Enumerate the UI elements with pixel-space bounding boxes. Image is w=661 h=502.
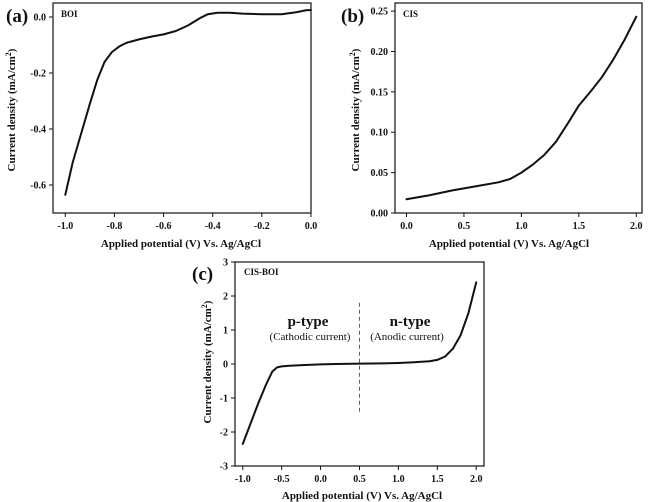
panel-a-plot-frame [52, 2, 312, 214]
panel-a-x-tick-label: 0.0 [305, 221, 318, 232]
panel-c-y-axis-label: Current density (mA/cm2) [200, 300, 214, 423]
panel-a-y-axis-label: Current density (mA/cm2) [4, 48, 18, 171]
panel-b-y-tick-label: 0.25 [371, 7, 389, 18]
panel-c-y-tick-label: 3 [223, 258, 228, 269]
n-type-label: n-type [390, 314, 431, 330]
panel-b-series-line [405, 15, 638, 201]
panel-b-y-tick-label: 0.10 [371, 128, 389, 139]
panel-a-x-tick-label: -0.8 [107, 221, 123, 232]
panel-b-cis: (b) CIS Applied potential (V) Vs. Ag/AgC… [341, 2, 643, 250]
panel-c-y-tick-label: -1 [220, 394, 228, 405]
panel-b-x-axis-label: Applied potential (V) Vs. Ag/AgCl [429, 238, 589, 250]
panel-c-x-tick-label: 2.0 [470, 474, 483, 485]
panel-a-y-tick-label: -0.4 [30, 125, 46, 136]
panel-c-x-tick-label: -0.5 [274, 474, 290, 485]
panel-c-tag: CIS-BOI [244, 267, 279, 277]
panel-a-y-tick-label: -0.2 [30, 69, 46, 80]
panel-a-x-tick-label: -0.4 [205, 221, 221, 232]
panel-a-boi: (a) BOI Applied potential (V) Vs. Ag/AgC… [4, 2, 318, 250]
panel-b-x-tick-label: 0.0 [400, 221, 413, 232]
p-type-label: p-type [288, 314, 329, 330]
panel-a-x-axis-label: Applied potential (V) Vs. Ag/AgCl [101, 238, 261, 250]
panel-b-y-tick-label: 0.05 [371, 168, 389, 179]
panel-a-y-tick-label: -0.6 [30, 181, 46, 192]
panel-a-series-line [64, 9, 312, 196]
panel-b-x-tick-label: 1.5 [573, 221, 586, 232]
panel-c-series-line [241, 281, 478, 445]
panel-a-x-tick-label: -1.0 [57, 221, 73, 232]
panel-c-letter: (c) [192, 264, 213, 285]
panel-b-x-tick-label: 1.0 [515, 221, 528, 232]
panel-c-x-tick-label: 1.0 [392, 474, 405, 485]
anodic-current-label: (Anodic current) [370, 331, 444, 343]
panel-c-y-tick-label: -2 [220, 428, 228, 439]
panel-b-y-tick-label: 0.00 [371, 209, 389, 220]
panel-c-x-tick-label: 1.5 [431, 474, 444, 485]
panel-c-x-tick-label: -1.0 [235, 474, 251, 485]
panel-a-letter: (a) [6, 6, 28, 27]
panel-b-letter: (b) [341, 6, 364, 27]
panel-c-y-tick-label: -3 [220, 462, 228, 473]
panel-c-y-tick-label: 0 [223, 360, 228, 371]
panel-a-x-tick-label: -0.2 [254, 221, 270, 232]
panel-b-plot-frame [394, 2, 643, 214]
panel-b-x-tick-label: 0.5 [458, 221, 471, 232]
panel-c-y-tick-label: 2 [223, 292, 228, 303]
panel-c-x-tick-label: 0.0 [314, 474, 327, 485]
panel-a-y-tick-label: 0.0 [34, 13, 47, 24]
panel-c-cis-boi: (c) CIS-BOI Applied potential (V) Vs. Ag… [192, 258, 485, 502]
panel-a-x-tick-label: -0.6 [156, 221, 172, 232]
panel-c-x-axis-label: Applied potential (V) Vs. Ag/AgCl [282, 490, 442, 502]
panel-c-y-tick-label: 1 [223, 326, 228, 337]
panel-a-tag: BOI [61, 9, 78, 19]
panel-c-x-tick-label: 0.5 [353, 474, 366, 485]
panel-b-tag: CIS [403, 9, 418, 19]
panel-b-y-tick-label: 0.20 [371, 47, 389, 58]
panel-b-x-tick-label: 2.0 [630, 221, 643, 232]
cathodic-current-label: (Cathodic current) [270, 331, 351, 343]
panel-b-y-axis-label: Current density (mA/cm2) [348, 48, 362, 171]
panel-b-y-tick-label: 0.15 [371, 87, 389, 98]
